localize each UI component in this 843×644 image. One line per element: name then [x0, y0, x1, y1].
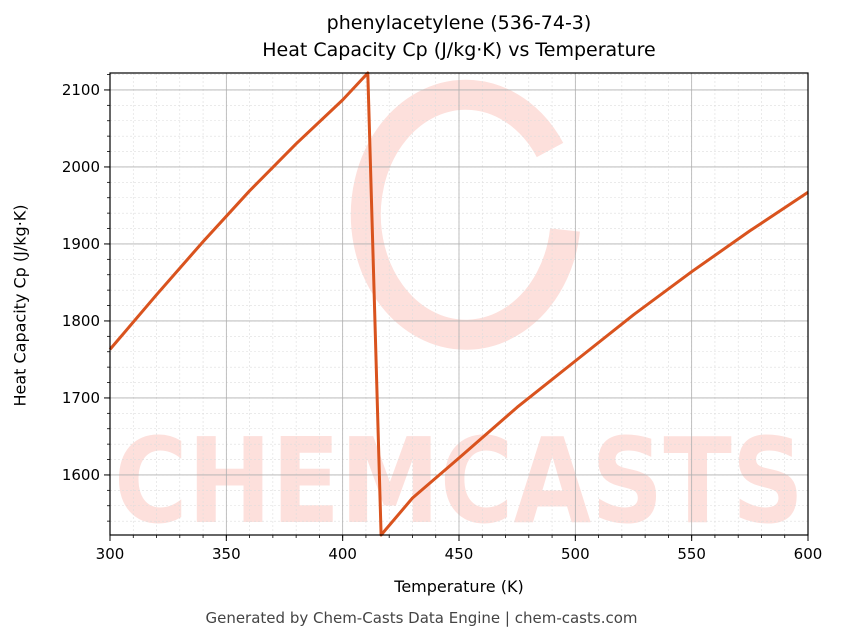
x-tick-label: 300 [96, 545, 125, 563]
y-axis-label: Heat Capacity Cp (J/kg·K) [10, 204, 30, 407]
x-tick-label: 600 [794, 545, 823, 563]
x-tick-label: 400 [328, 545, 357, 563]
y-tick-label: 1800 [62, 312, 100, 330]
y-tick-label: 1700 [62, 389, 100, 407]
x-tick-label: 550 [677, 545, 706, 563]
chart-subtitle: Heat Capacity Cp (J/kg·K) vs Temperature [262, 39, 656, 61]
y-tick-label: 1600 [62, 466, 100, 484]
x-tick-label: 450 [445, 545, 474, 563]
y-tick-label: 1900 [62, 235, 100, 253]
plot-frame [109, 72, 809, 536]
x-axis-label: Temperature (K) [394, 577, 524, 596]
footer-credit: Generated by Chem-Casts Data Engine | ch… [205, 609, 638, 627]
chart-title: phenylacetylene (536-74-3) [326, 12, 592, 34]
x-tick-label: 350 [212, 545, 241, 563]
y-tick-label: 2100 [62, 81, 100, 99]
y-tick-label: 2000 [62, 158, 100, 176]
watermark-logo-arc [350, 79, 580, 350]
x-tick-label: 500 [561, 545, 590, 563]
series-line [108, 71, 809, 537]
